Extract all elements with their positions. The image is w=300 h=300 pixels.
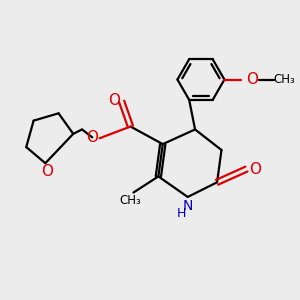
Text: H: H — [177, 207, 186, 220]
Text: CH₃: CH₃ — [274, 73, 296, 86]
Text: O: O — [249, 162, 261, 177]
Text: O: O — [246, 72, 258, 87]
Text: CH₃: CH₃ — [120, 194, 141, 207]
Text: O: O — [108, 93, 120, 108]
Text: O: O — [41, 164, 53, 179]
Text: O: O — [86, 130, 98, 145]
Text: N: N — [182, 200, 193, 213]
